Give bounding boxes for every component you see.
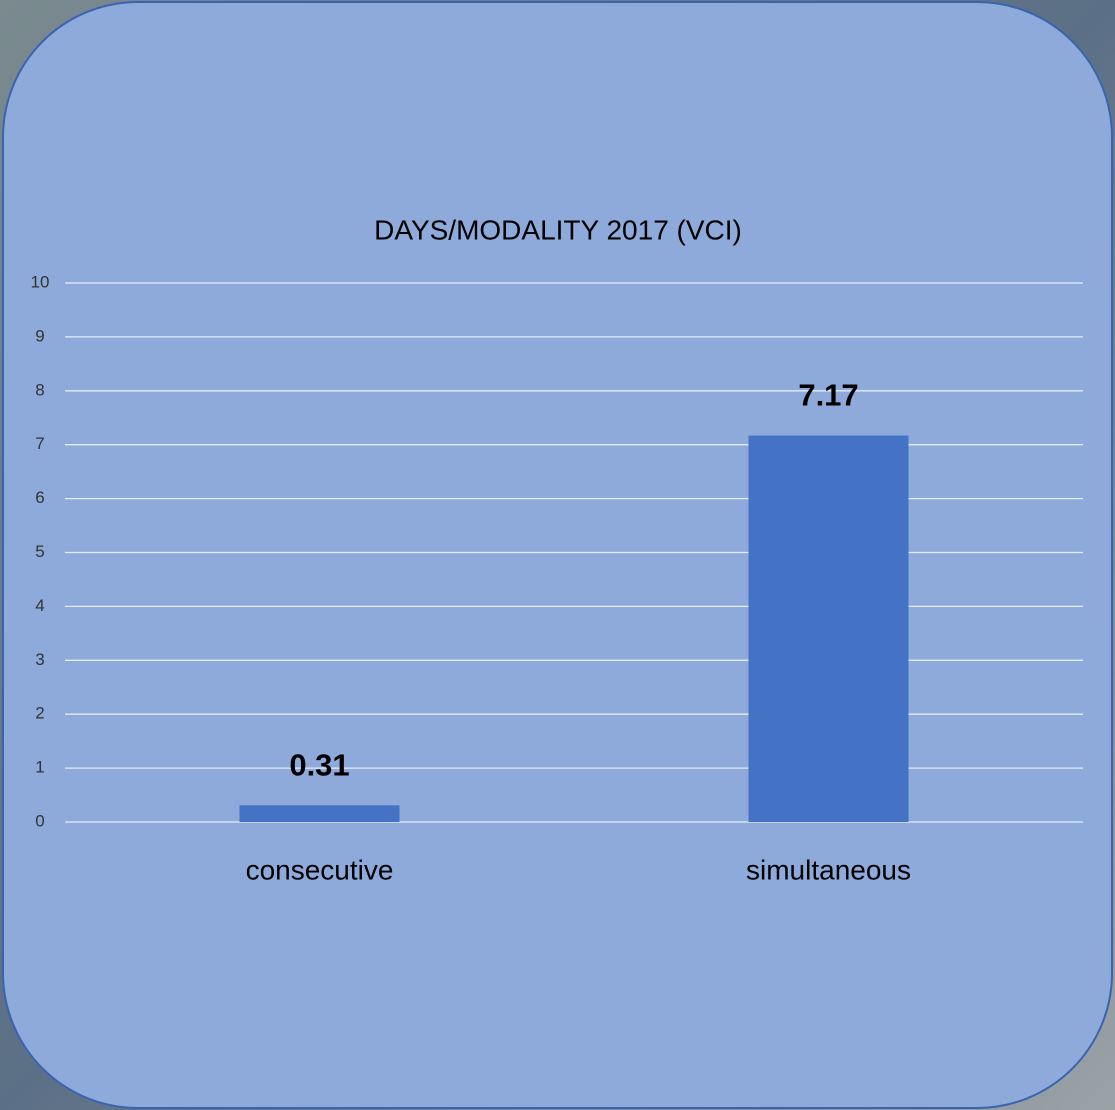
chart-title: DAYS/MODALITY 2017 (VCI) bbox=[374, 214, 742, 245]
x-tick-label: consecutive bbox=[246, 854, 394, 885]
bar bbox=[748, 435, 909, 822]
bar bbox=[239, 805, 400, 822]
y-tick-label: 0 bbox=[35, 811, 44, 830]
y-tick-label: 1 bbox=[35, 758, 44, 777]
y-tick-label: 7 bbox=[35, 434, 44, 453]
y-tick-label: 9 bbox=[35, 326, 44, 345]
y-tick-label: 6 bbox=[35, 488, 44, 507]
y-tick-label: 5 bbox=[35, 542, 44, 561]
y-tick-label: 8 bbox=[35, 380, 44, 399]
value-label: 7.17 bbox=[798, 378, 858, 413]
y-tick-label: 4 bbox=[35, 596, 44, 615]
value-label: 0.31 bbox=[289, 747, 349, 782]
y-tick-label: 10 bbox=[31, 272, 50, 291]
y-tick-label: 2 bbox=[35, 704, 44, 723]
x-tick-label: simultaneous bbox=[746, 854, 911, 885]
y-tick-label: 3 bbox=[35, 650, 44, 669]
